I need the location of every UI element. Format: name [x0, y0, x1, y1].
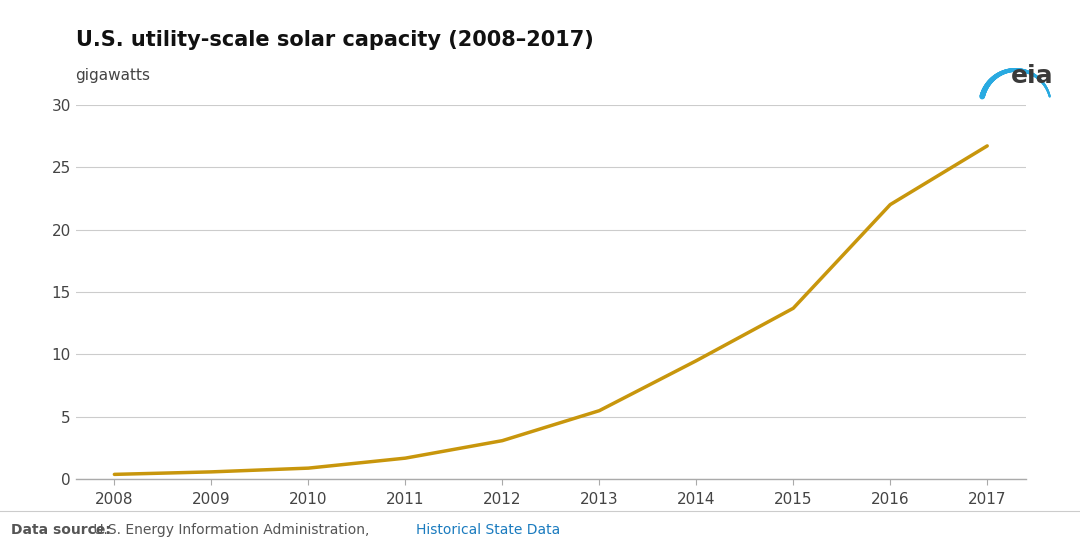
- Text: U.S. Energy Information Administration,: U.S. Energy Information Administration,: [89, 523, 374, 537]
- Text: U.S. utility-scale solar capacity (2008–2017): U.S. utility-scale solar capacity (2008–…: [76, 30, 593, 50]
- Text: Historical State Data: Historical State Data: [416, 523, 561, 537]
- Text: Data source:: Data source:: [11, 523, 110, 537]
- Text: gigawatts: gigawatts: [76, 68, 150, 83]
- Text: eia: eia: [1011, 64, 1053, 88]
